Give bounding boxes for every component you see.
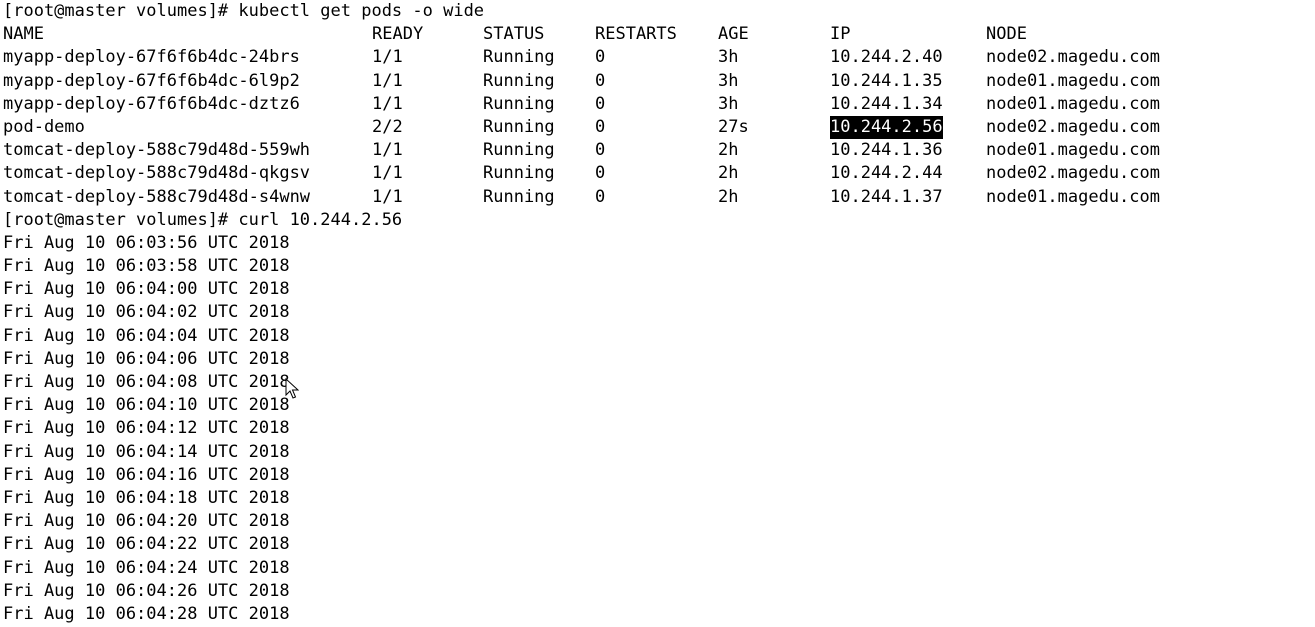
- output-line: Fri Aug 10 06:04:26 UTC 2018: [3, 580, 290, 601]
- output-line: Fri Aug 10 06:04:24 UTC 2018: [3, 557, 290, 578]
- cell-restarts: 0: [595, 47, 606, 68]
- cell-node: node02.magedu.com: [986, 163, 1160, 184]
- cell-ip: 10.244.1.37: [830, 186, 943, 207]
- cell-restarts: 0: [595, 186, 606, 207]
- cell-name: tomcat-deploy-588c79d48d-559wh: [3, 140, 311, 161]
- output-line: Fri Aug 10 06:04:04 UTC 2018: [3, 325, 290, 346]
- cell-ready: 1/1: [372, 47, 403, 68]
- table-row: myapp-deploy-67f6f6b4dc-24brs 1/1 Running 0…: [3, 46, 1315, 69]
- output-line: Fri Aug 10 06:04:10 UTC 2018: [3, 395, 290, 416]
- cell-ready: 1/1: [372, 140, 403, 161]
- output-line: Fri Aug 10 06:04:06 UTC 2018: [3, 348, 290, 369]
- output-line: Fri Aug 10 06:04:18 UTC 2018: [3, 487, 290, 508]
- header-age: AGE: [718, 24, 749, 45]
- cell-name: pod-demo: [3, 116, 85, 137]
- header-ready: READY: [372, 24, 424, 45]
- cell-ready: 1/1: [372, 93, 403, 114]
- cell-ip: 10.244.1.35: [830, 70, 943, 91]
- cell-age: 27s: [718, 116, 749, 137]
- table-row: myapp-deploy-67f6f6b4dc-6l9p2 1/1 Running 0…: [3, 70, 1315, 93]
- cell-status: Running: [483, 70, 555, 91]
- table-header-row: NAME READY STATUS RESTARTS AGE IP NODE: [3, 23, 1315, 46]
- cell-status: Running: [483, 47, 555, 68]
- cell-node: node02.magedu.com: [986, 116, 1160, 137]
- cell-ip-selected: 10.244.2.56: [830, 115, 943, 140]
- command-line: [root@master volumes]# kubectl get pods …: [3, 1, 485, 21]
- cell-restarts: 0: [595, 163, 606, 184]
- output-line: Fri Aug 10 06:04:00 UTC 2018: [3, 279, 290, 300]
- header-node: NODE: [986, 24, 1027, 45]
- cell-restarts: 0: [595, 140, 606, 161]
- output-line: Fri Aug 10 06:04:22 UTC 2018: [3, 534, 290, 555]
- cell-ip: 10.244.1.34: [830, 93, 943, 114]
- output-line: Fri Aug 10 06:04:28 UTC 2018: [3, 603, 290, 624]
- header-status: STATUS: [483, 24, 545, 45]
- header-ip: IP: [830, 24, 851, 45]
- cell-name: tomcat-deploy-588c79d48d-qkgsv: [3, 163, 311, 184]
- cell-name: myapp-deploy-67f6f6b4dc-24brs: [3, 47, 300, 68]
- table-row: myapp-deploy-67f6f6b4dc-dztz6 1/1 Running 0…: [3, 93, 1315, 116]
- cell-status: Running: [483, 116, 555, 137]
- cell-age: 2h: [718, 140, 739, 161]
- header-name: NAME: [3, 24, 44, 45]
- command-output: Fri Aug 10 06:03:56 UTC 2018 Fri Aug 10 0…: [3, 232, 1315, 626]
- cell-node: node01.magedu.com: [986, 70, 1160, 91]
- cell-node: node02.magedu.com: [986, 47, 1160, 68]
- cell-restarts: 0: [595, 93, 606, 114]
- header-restarts: RESTARTS: [595, 24, 677, 45]
- cell-ready: 2/2: [372, 116, 403, 137]
- output-line: Fri Aug 10 06:03:56 UTC 2018: [3, 232, 290, 253]
- cell-node: node01.magedu.com: [986, 140, 1160, 161]
- command-line: [root@master volumes]# curl 10.244.2.56: [3, 209, 403, 230]
- table-row: tomcat-deploy-588c79d48d-qkgsv 1/1 Running…: [3, 162, 1315, 185]
- cell-age: 3h: [718, 93, 739, 114]
- cell-ready: 1/1: [372, 163, 403, 184]
- table-row: tomcat-deploy-588c79d48d-s4wnw 1/1 Running…: [3, 186, 1315, 209]
- table-row: tomcat-deploy-588c79d48d-559wh 1/1 Running…: [3, 139, 1315, 162]
- cell-status: Running: [483, 140, 555, 161]
- cell-ready: 1/1: [372, 186, 403, 207]
- output-line: Fri Aug 10 06:04:08 UTC 2018: [3, 372, 290, 392]
- cell-status: Running: [483, 163, 555, 184]
- cell-status: Running: [483, 186, 555, 207]
- mouse-pointer-icon: [285, 378, 299, 399]
- cell-name: tomcat-deploy-588c79d48d-s4wnw: [3, 186, 311, 207]
- cell-restarts: 0: [595, 70, 606, 91]
- cell-ready: 1/1: [372, 70, 403, 91]
- cell-age: 3h: [718, 70, 739, 91]
- output-line: Fri Aug 10 06:04:20 UTC 2018: [3, 511, 290, 532]
- output-line: Fri Aug 10 06:03:58 UTC 2018: [3, 256, 290, 277]
- cell-name: myapp-deploy-67f6f6b4dc-6l9p2: [3, 70, 300, 91]
- cell-ip: 10.244.2.44: [830, 163, 943, 184]
- cell-restarts: 0: [595, 116, 606, 137]
- output-line: Fri Aug 10 06:04:12 UTC 2018: [3, 418, 290, 439]
- pod-table: myapp-deploy-67f6f6b4dc-24brs 1/1 Running 0…: [3, 46, 1315, 208]
- cell-age: 2h: [718, 186, 739, 207]
- output-line: Fri Aug 10 06:04:14 UTC 2018: [3, 441, 290, 462]
- cell-node: node01.magedu.com: [986, 186, 1160, 207]
- cell-age: 2h: [718, 163, 739, 184]
- cell-age: 3h: [718, 47, 739, 68]
- cell-name: myapp-deploy-67f6f6b4dc-dztz6: [3, 93, 300, 114]
- table-row: pod-demo 2/2 Running 0 27s 10.244.2.56 node02.…: [3, 115, 1315, 140]
- output-line: Fri Aug 10 06:04:16 UTC 2018: [3, 464, 290, 485]
- cell-ip: 10.244.2.40: [830, 47, 943, 68]
- cell-ip: 10.244.1.36: [830, 140, 943, 161]
- cell-status: Running: [483, 93, 555, 114]
- output-line: Fri Aug 10 06:04:02 UTC 2018: [3, 302, 290, 323]
- cell-node: node01.magedu.com: [986, 93, 1160, 114]
